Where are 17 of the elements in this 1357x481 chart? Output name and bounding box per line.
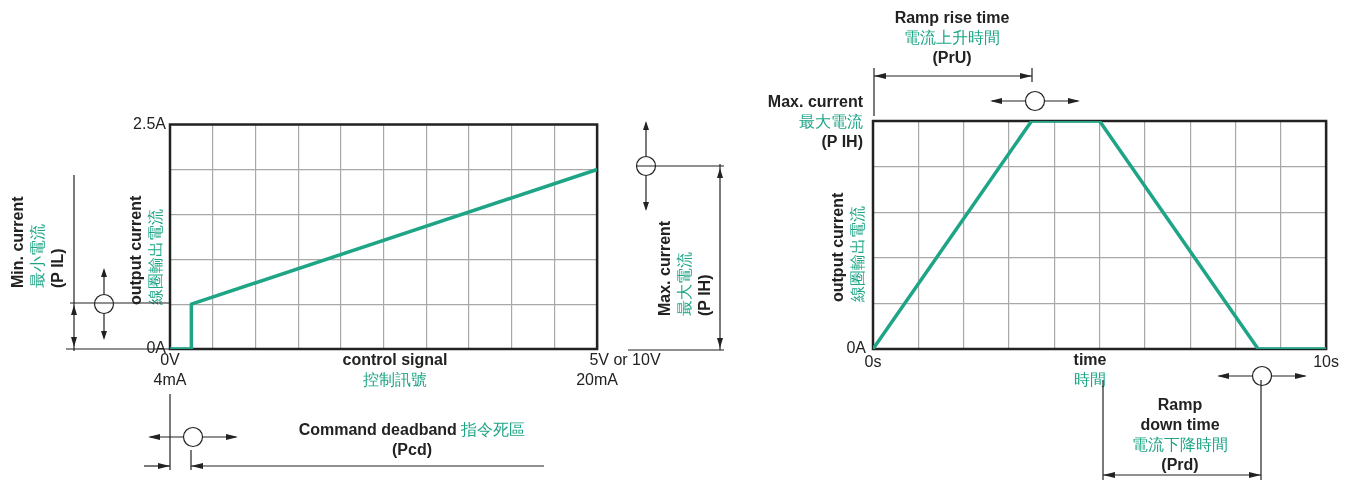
text: Ramp down time 電流下降時間 (Prd) [1132,396,1228,473]
text: Min. current 最小電流 (P IL) [9,196,66,288]
x-tick-label: 20mA [576,371,619,389]
x-tick-label: 4mA [153,371,187,389]
x-tick-label: 10s [1313,353,1339,371]
x-tick-label: 0s [864,353,882,371]
text: 5V or 10V [589,351,661,368]
text: Max. current 最大電流 (P IH) [656,220,713,316]
text: Command deadband 指令死區 (Pcd) [298,421,526,458]
y-tick-label: 2.5A [133,115,167,133]
y-axis-title: output current 線圈輸出電流 [127,195,164,305]
text: Max. current 最大電流 (P IH) [767,93,863,150]
text: Ramp rise time 電流上升時間 (PrU) [894,9,1010,66]
text: 0A [846,339,866,356]
x-axis-title: time 時間 [1073,351,1107,388]
y-axis-title: output current 線圈輸出電流 [829,192,866,302]
x-axis-title: control signal 控制訊號 [342,351,448,388]
